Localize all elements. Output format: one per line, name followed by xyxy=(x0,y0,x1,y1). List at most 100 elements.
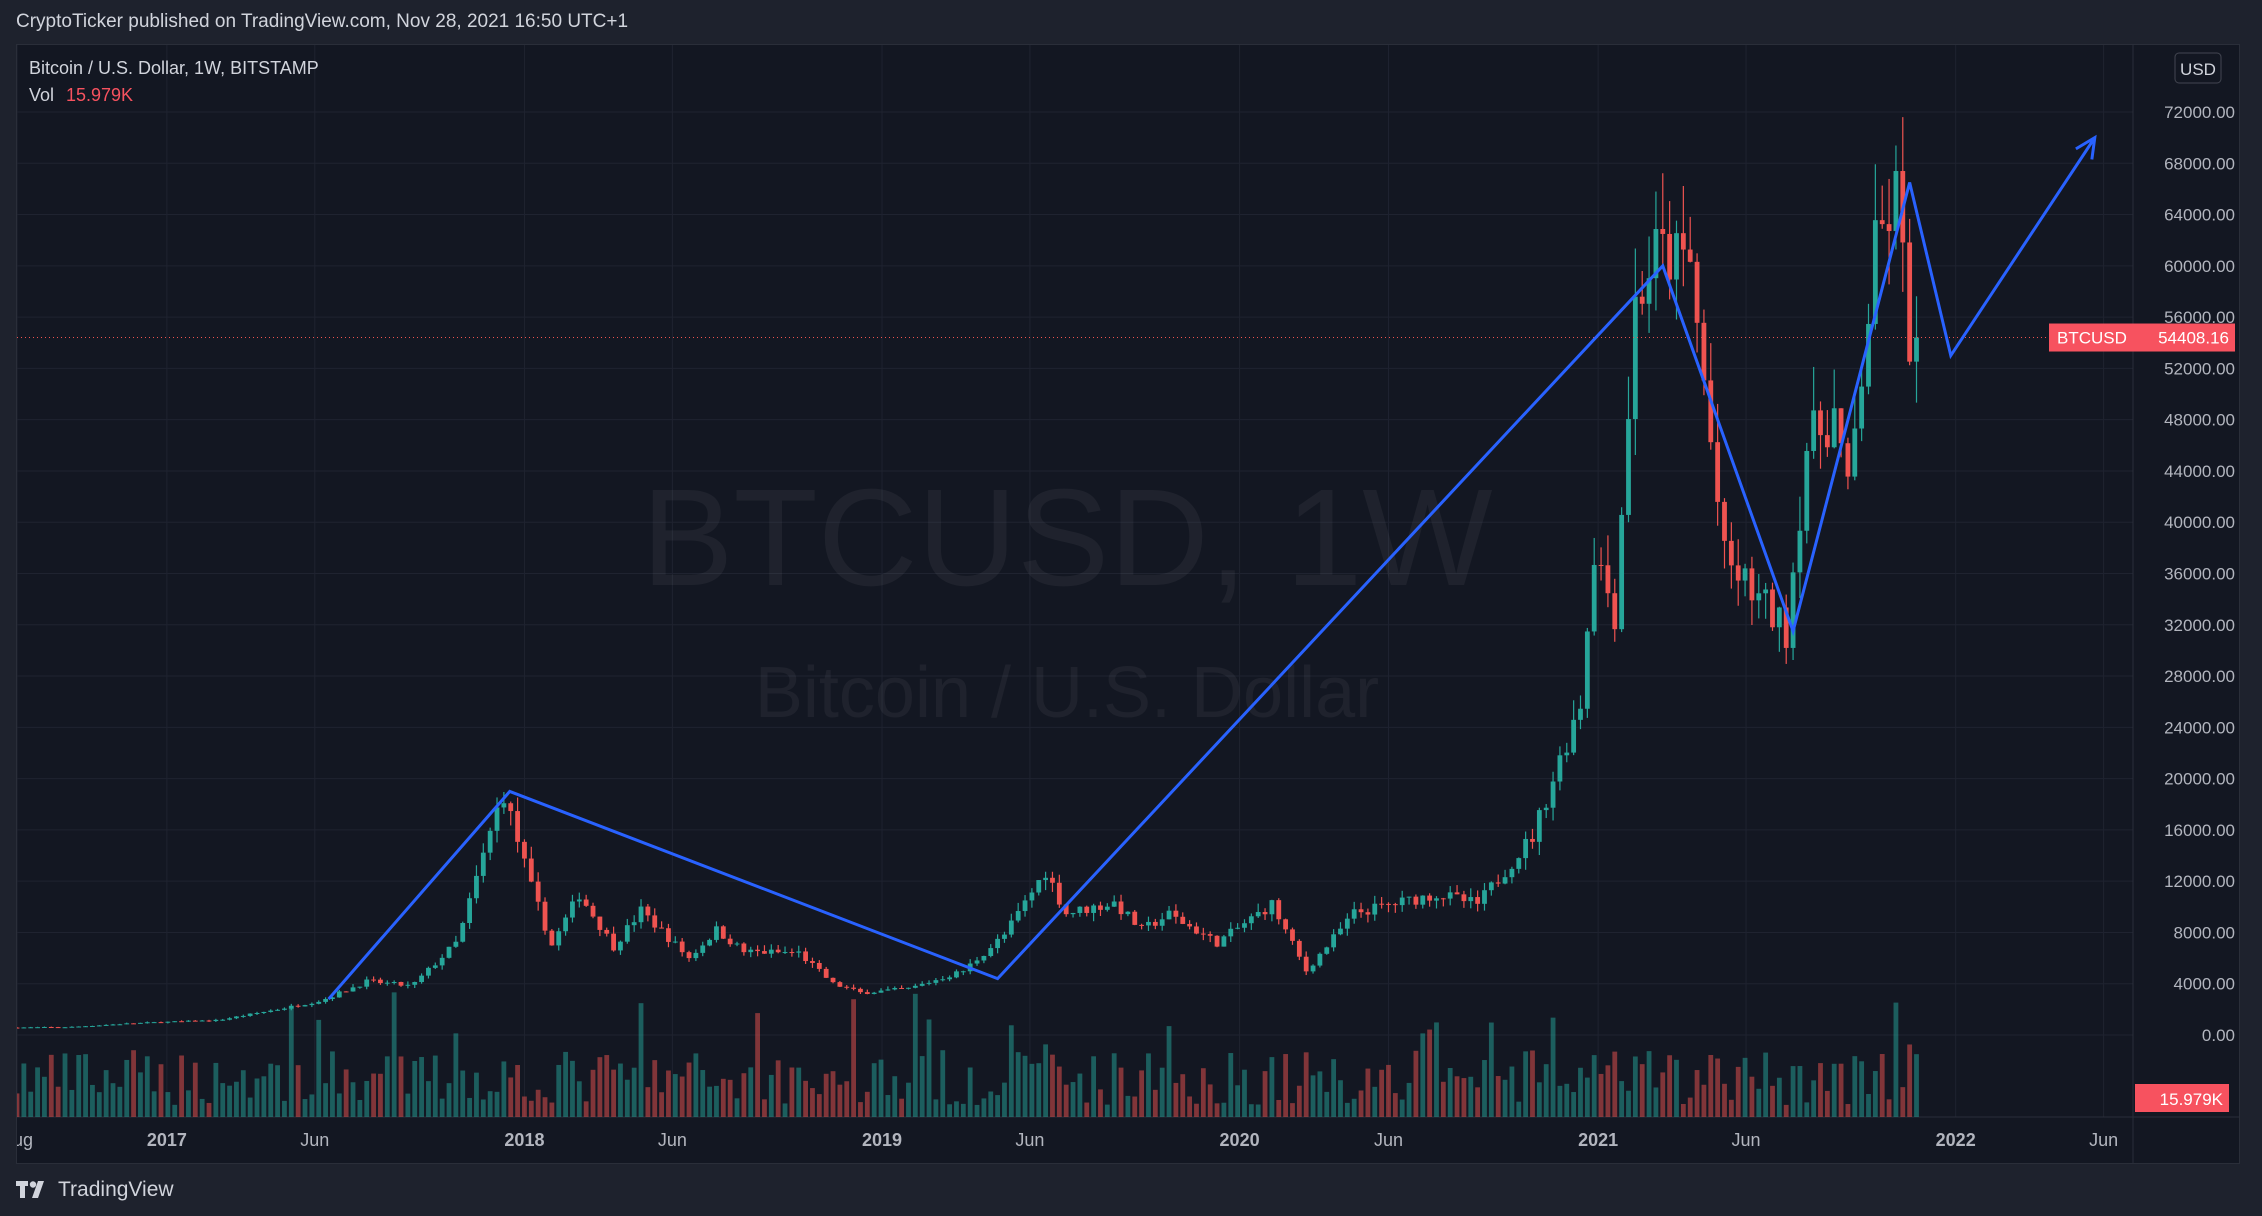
candle-body xyxy=(1187,923,1193,927)
candle-body xyxy=(741,943,747,953)
volume-bar xyxy=(234,1081,239,1117)
volume-bar xyxy=(1536,1082,1542,1117)
price-tick-label: 0.00 xyxy=(2202,1026,2235,1045)
volume-bar xyxy=(179,1055,184,1117)
candle-body xyxy=(90,1025,95,1027)
publish-info-text: CryptoTicker published on TradingView.co… xyxy=(16,11,629,32)
candle-body xyxy=(782,952,788,954)
volume-bar xyxy=(76,1055,82,1117)
volume-bar xyxy=(1770,1085,1775,1117)
volume-bar xyxy=(1365,1068,1371,1117)
volume-bar xyxy=(1159,1067,1165,1117)
volume-bar xyxy=(1509,1066,1515,1117)
price-tick-label: 52000.00 xyxy=(2164,359,2235,378)
volume-bar xyxy=(467,1097,472,1117)
candle-body xyxy=(693,952,699,959)
volume-bar xyxy=(124,1059,130,1117)
volume-bar xyxy=(1084,1102,1090,1117)
candle-body xyxy=(1475,897,1481,904)
volume-bar xyxy=(1434,1022,1439,1117)
volume-bar xyxy=(1728,1099,1734,1117)
candle-body xyxy=(1756,593,1762,601)
volume-bar xyxy=(618,1063,623,1117)
candle-body xyxy=(1200,933,1206,935)
volume-bar xyxy=(1557,1085,1563,1117)
zigzag-line[interactable] xyxy=(327,136,2097,1001)
chart-canvas[interactable]: BTCUSD, 1W Bitcoin / U.S. Dollar 72000.0… xyxy=(17,45,2239,1163)
last-price-value: 54408.16 xyxy=(2158,329,2229,348)
time-tick-label: Jun xyxy=(1374,1130,1403,1150)
candle-body xyxy=(672,941,678,943)
currency-button[interactable]: USD xyxy=(2174,52,2222,84)
volume-bar xyxy=(1386,1064,1391,1117)
candle-body xyxy=(583,899,589,906)
candle-body xyxy=(1680,233,1686,250)
volume-bar xyxy=(954,1101,959,1117)
volume-bar xyxy=(138,1072,143,1117)
candle-body xyxy=(35,1027,40,1029)
volume-bar xyxy=(1187,1096,1193,1117)
volume-bar xyxy=(1255,1104,1261,1117)
time-tick-label: 2021 xyxy=(1578,1130,1618,1150)
candle-body xyxy=(892,987,898,990)
candle-body xyxy=(364,979,370,987)
candle-body xyxy=(1838,408,1844,444)
chart-pane[interactable]: BTCUSD, 1W Bitcoin / U.S. Dollar 72000.0… xyxy=(16,44,2240,1164)
volume-bar xyxy=(508,1077,514,1117)
volume-bar xyxy=(1331,1059,1337,1117)
candle-body xyxy=(1639,296,1645,304)
candle-body xyxy=(302,1005,308,1007)
candle-body xyxy=(1152,921,1158,926)
candle-body xyxy=(775,949,781,953)
candle-body xyxy=(810,961,815,963)
candle-body xyxy=(1866,323,1871,387)
volume-bar xyxy=(131,1050,136,1117)
candle-body xyxy=(288,1005,294,1009)
candle-body xyxy=(1811,410,1817,451)
candle-body xyxy=(1804,450,1810,531)
candle-body xyxy=(1557,755,1563,782)
candle-body xyxy=(1797,530,1803,573)
volume-bar xyxy=(474,1072,479,1117)
volume-bar xyxy=(864,1091,870,1117)
candle-body xyxy=(988,948,994,956)
candle-body xyxy=(1118,901,1124,915)
candle-body xyxy=(282,1008,287,1010)
candle-body xyxy=(1488,882,1494,891)
legend-volume-label: Vol xyxy=(29,85,54,105)
volume-bar xyxy=(309,1094,315,1117)
price-axis[interactable]: 72000.00 68000.00 64000.00 60000.00 56000.00… xyxy=(2164,103,2235,1045)
candle-body xyxy=(823,968,829,978)
candle-body xyxy=(1770,589,1775,628)
volume-bar xyxy=(1146,1053,1151,1117)
time-tick-label: Jun xyxy=(2089,1130,2118,1150)
volume-bar xyxy=(604,1055,610,1117)
volume-bar xyxy=(1660,1072,1666,1117)
volume-bar xyxy=(1900,1087,1906,1117)
volume-bar xyxy=(1248,1104,1254,1117)
volume-bar xyxy=(213,1062,219,1117)
volume-bar xyxy=(460,1070,466,1117)
candle-body xyxy=(1461,894,1467,902)
volume-bar xyxy=(316,1019,322,1117)
candle-body xyxy=(864,992,870,994)
time-tick-label: Jun xyxy=(1015,1130,1044,1150)
candle-body xyxy=(1879,220,1885,225)
volume-bar xyxy=(1591,1055,1597,1117)
tradingview-logo[interactable]: TradingView xyxy=(16,1178,174,1202)
candle-body xyxy=(1818,410,1823,436)
volume-bar xyxy=(1488,1022,1494,1117)
candle-body xyxy=(1653,228,1659,279)
volume-bar xyxy=(110,1083,116,1117)
time-axis[interactable]: Aug 2017 Jun 2018 Jun 2019 Jun 2020 Jun 2021 Jun 20… xyxy=(17,1130,2118,1150)
candle-body xyxy=(851,987,857,989)
trend-drawing[interactable] xyxy=(327,134,2097,1001)
volume-badge: 15.979K xyxy=(2135,1084,2229,1112)
volume-bar xyxy=(1461,1078,1467,1117)
candle-body xyxy=(618,941,623,951)
volume-bar xyxy=(1639,1064,1645,1117)
candle-body xyxy=(42,1026,47,1028)
candle-body xyxy=(727,938,733,945)
volume-bar xyxy=(83,1054,88,1117)
volume-bar xyxy=(988,1091,994,1117)
